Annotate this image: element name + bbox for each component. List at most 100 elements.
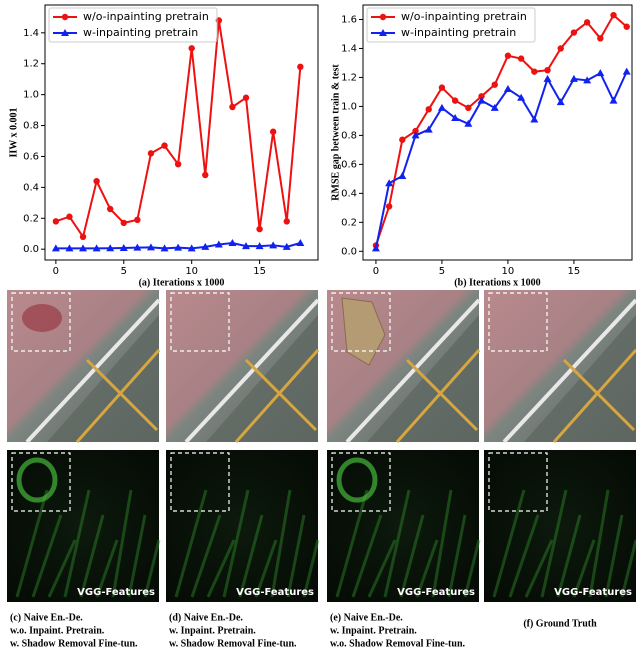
legend-marker-shape <box>61 13 69 21</box>
marker <box>385 179 394 187</box>
feature-streak <box>463 539 481 598</box>
y-tick-label: 0.8 <box>23 121 39 132</box>
y-tick-label: 0.6 <box>341 159 357 170</box>
marker <box>398 171 407 179</box>
marker <box>557 45 564 52</box>
legend-label: w/o-inpainting pretrain <box>401 10 527 23</box>
y-tick-label: 1.6 <box>341 14 357 25</box>
marker <box>451 97 459 104</box>
legend-box <box>48 7 218 43</box>
feature-streak <box>604 514 624 598</box>
feature-streak <box>540 489 568 598</box>
y-tick-label: 0.0 <box>341 246 357 257</box>
feature-streak <box>572 539 596 598</box>
caption: (d) Naive En.-De. <box>169 612 243 623</box>
legend-label: w-inpainting pretrain <box>83 26 198 39</box>
marker <box>531 68 538 75</box>
image-bg <box>7 450 159 602</box>
marker <box>66 213 73 220</box>
feature-image <box>166 450 320 602</box>
curb-line <box>345 298 481 444</box>
legend-marker-shape <box>379 13 387 21</box>
marker <box>504 52 512 59</box>
marker <box>160 244 169 252</box>
rgb-image <box>327 290 481 444</box>
marker <box>569 74 578 82</box>
feature-image <box>327 450 481 602</box>
series-line <box>55 20 302 240</box>
marker <box>161 142 168 149</box>
highlight-box <box>170 292 230 352</box>
legend-marker <box>61 13 69 21</box>
marker <box>52 218 60 225</box>
feature-streak <box>415 539 439 598</box>
marker <box>65 244 74 252</box>
marker <box>228 239 237 246</box>
marker <box>583 19 591 26</box>
marker <box>517 93 526 101</box>
feature-label: VGG-Features <box>77 587 155 598</box>
feature-streak <box>286 514 306 598</box>
marker <box>134 216 141 224</box>
feature-streak <box>222 489 250 598</box>
feature-streak <box>383 489 411 598</box>
marker <box>133 243 142 251</box>
feature-blob <box>336 457 378 503</box>
highlight-box <box>488 452 548 512</box>
x-axis-label: (b) Iterations x 1000 <box>454 277 540 288</box>
feature-streak <box>206 539 236 598</box>
feature-streak <box>302 539 320 598</box>
feature-streak <box>15 489 49 598</box>
marker <box>544 66 551 74</box>
feature-image <box>484 450 636 602</box>
marker <box>201 242 210 250</box>
marker <box>255 242 264 250</box>
yellow-line <box>244 358 318 432</box>
marker <box>424 125 433 133</box>
feature-streak <box>95 539 119 598</box>
marker <box>174 160 182 168</box>
axes-frame <box>362 4 633 261</box>
marker <box>583 76 592 84</box>
rgb-image <box>166 290 320 444</box>
feature-streak <box>47 539 77 598</box>
marker <box>51 244 60 252</box>
caption: w. Inpaint. Pretrain. <box>169 625 256 636</box>
y-tick-label: 0.8 <box>341 130 357 141</box>
road-surface <box>524 315 636 442</box>
feature-streak <box>447 514 467 598</box>
feature-streak <box>431 489 453 598</box>
caption: w.o. Inpaint. Pretrain. <box>10 625 105 636</box>
caption: w. Inpaint. Pretrain. <box>330 625 417 636</box>
marker <box>119 243 128 251</box>
feature-streak <box>399 514 425 598</box>
feature-label: VGG-Features <box>554 587 632 598</box>
marker <box>399 136 406 143</box>
feature-streak <box>31 514 63 598</box>
caption: (f) Ground Truth <box>523 618 597 629</box>
marker <box>622 67 631 75</box>
marker <box>93 177 100 185</box>
marker <box>530 115 539 123</box>
feature-streak <box>524 539 554 598</box>
road-surface <box>47 315 159 442</box>
y-tick-label: 1.2 <box>341 72 357 83</box>
marker <box>269 241 278 249</box>
yellow-line <box>395 349 481 443</box>
y-axis-label: IIW x 0.001 <box>8 107 19 157</box>
rgb-image <box>484 290 636 444</box>
y-tick-label: 0.2 <box>341 217 357 228</box>
marker <box>464 119 473 127</box>
marker <box>214 240 223 248</box>
marker <box>106 205 114 213</box>
marker <box>79 244 88 252</box>
marker <box>597 35 604 42</box>
marker <box>256 225 263 233</box>
x-tick-label: 10 <box>502 266 515 277</box>
marker <box>371 244 380 252</box>
feature-streak <box>238 514 264 598</box>
highlight-box <box>331 452 391 512</box>
y-tick-label: 1.4 <box>341 43 357 54</box>
marker <box>79 233 87 241</box>
